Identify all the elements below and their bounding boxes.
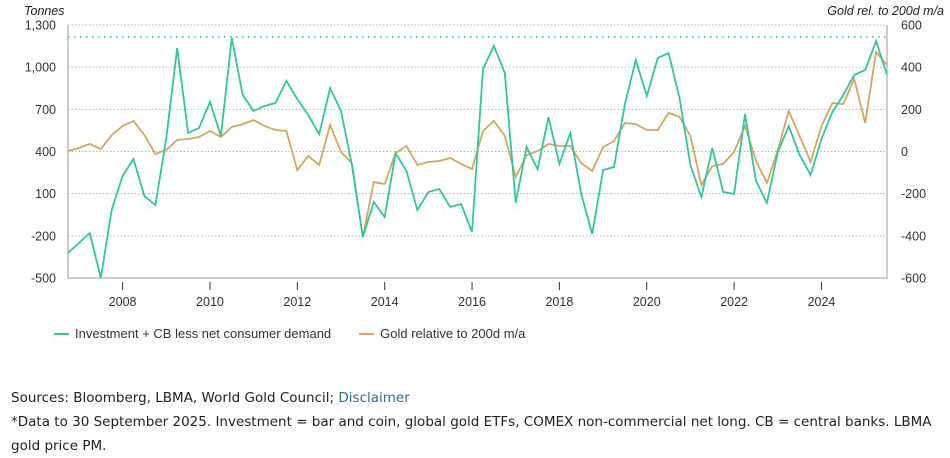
disclaimer-link[interactable]: Disclaimer (338, 390, 410, 406)
legend-item-investment[interactable]: Investment + CB less net consumer demand (54, 326, 331, 341)
legend-swatch-gold (359, 332, 375, 335)
left-tick-label: -500 (31, 272, 56, 286)
legend-swatch-investment (54, 332, 69, 335)
x-tick-label: 2008 (109, 295, 137, 309)
x-tick-label: 2024 (808, 295, 836, 309)
footnote: *Data to 30 September 2025. Investment =… (11, 414, 932, 454)
axes: 1,300 1,000 700 400 100 -200 -500 600 400 200 0 -20… (25, 19, 926, 310)
series-group (67, 37, 888, 279)
right-tick-label: 600 (901, 19, 922, 33)
right-tick-label: -600 (901, 272, 926, 286)
right-tick-label: 400 (901, 61, 922, 75)
sources-text: Sources: Bloomberg, LBMA, World Gold Cou… (11, 390, 339, 406)
x-tick-label: 2020 (633, 295, 661, 309)
left-axis-title: Tonnes (24, 4, 65, 18)
x-tick-label: 2012 (283, 295, 311, 309)
legend: Investment + CB less net consumer demand… (54, 326, 553, 341)
right-tick-label: 0 (901, 145, 908, 159)
x-tick-label: 2010 (196, 295, 224, 309)
left-tick-label: 100 (35, 187, 56, 201)
legend-label-gold: Gold relative to 200d m/a (380, 326, 526, 341)
sources-line: Sources: Bloomberg, LBMA, World Gold Cou… (11, 386, 946, 410)
left-tick-label: 700 (35, 103, 56, 117)
right-tick-label: -400 (901, 229, 926, 243)
right-tick-label: -200 (901, 187, 926, 201)
footer: Sources: Bloomberg, LBMA, World Gold Cou… (11, 386, 946, 458)
x-tick-label: 2018 (545, 295, 573, 309)
left-tick-label: 1,000 (25, 61, 56, 75)
left-tick-label: 1,300 (25, 19, 56, 33)
left-tick-label: 400 (35, 145, 56, 159)
x-tick-label: 2014 (371, 295, 399, 309)
left-tick-label: -200 (31, 229, 56, 243)
right-tick-label: 200 (901, 103, 922, 117)
x-tick-label: 2022 (720, 295, 748, 309)
right-axis-title: Gold rel. to 200d m/a (827, 4, 944, 18)
x-tick-label: 2016 (458, 295, 486, 309)
legend-item-gold[interactable]: Gold relative to 200d m/a (359, 326, 525, 341)
chart: 1,300 1,000 700 400 100 -200 -500 600 400 200 0 -20… (24, 4, 944, 310)
series-line-investment (67, 37, 888, 279)
legend-label-investment: Investment + CB less net consumer demand (75, 326, 332, 341)
gridlines (68, 24, 887, 237)
